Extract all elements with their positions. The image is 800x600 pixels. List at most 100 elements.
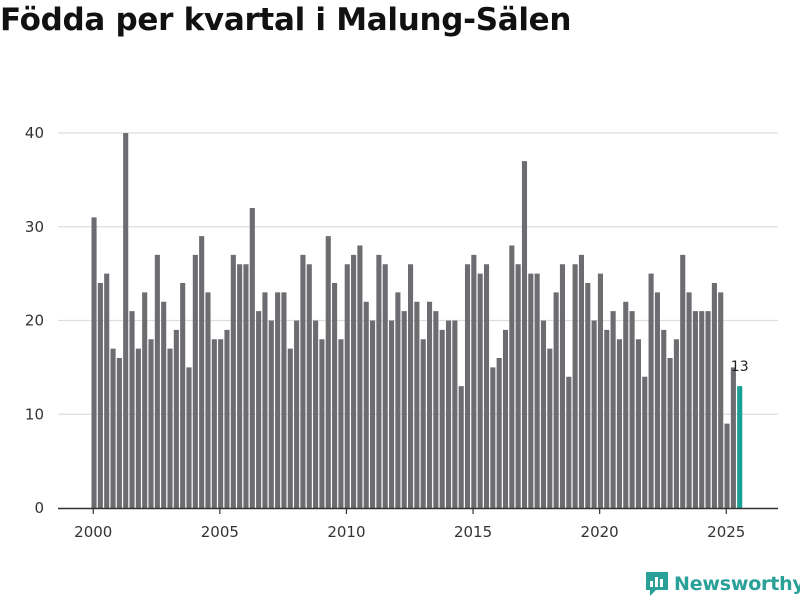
bar (142, 292, 148, 508)
bar (313, 320, 319, 508)
bar (414, 301, 420, 508)
bar (648, 273, 654, 508)
bar (230, 254, 236, 508)
bar (167, 348, 173, 508)
bar (332, 283, 338, 508)
y-tick-label: 40 (25, 124, 44, 142)
bar (635, 339, 641, 508)
bar (521, 161, 528, 508)
bar (490, 367, 496, 508)
bar (642, 376, 648, 508)
bar (363, 301, 369, 508)
bar (509, 245, 515, 508)
bar (711, 283, 717, 508)
bar (483, 264, 490, 508)
bar (262, 292, 268, 508)
bar (610, 311, 616, 508)
bar (351, 254, 357, 508)
x-tick-label: 2010 (327, 523, 365, 541)
bar (275, 292, 281, 508)
bar (673, 339, 679, 508)
bar (116, 358, 122, 508)
bar (91, 217, 97, 508)
bar (718, 292, 724, 508)
bar (192, 254, 198, 508)
bar (686, 292, 692, 508)
newsworthy-logo-icon (646, 572, 668, 596)
bar (699, 311, 705, 508)
bar (319, 339, 325, 508)
bar (357, 245, 363, 508)
bar (281, 292, 287, 508)
bar (591, 320, 597, 508)
bar (129, 311, 135, 508)
bar (344, 264, 350, 508)
newsworthy-logo: Newsworthy (644, 570, 800, 598)
bar (294, 320, 300, 508)
bar (154, 254, 160, 508)
bar (268, 320, 274, 508)
x-tick-label: 2000 (74, 523, 112, 541)
bar (243, 264, 249, 508)
bar (256, 311, 262, 508)
bar (540, 320, 547, 508)
bar (572, 264, 578, 508)
bar (199, 236, 205, 508)
x-tick-label: 2015 (454, 523, 492, 541)
bar (534, 273, 540, 508)
bar (237, 264, 243, 508)
bar (445, 320, 452, 508)
bar (705, 311, 711, 508)
x-tick-label: 2025 (707, 523, 745, 541)
bar (426, 301, 433, 508)
bar (566, 376, 572, 508)
bar (123, 133, 129, 508)
bar (401, 311, 407, 508)
brand-name: Newsworthy (674, 573, 800, 595)
y-tick-label: 10 (25, 405, 44, 423)
bar (161, 301, 167, 508)
bar (148, 339, 154, 508)
bar (464, 264, 471, 508)
bar (376, 254, 382, 508)
bar (553, 292, 559, 508)
x-tick-label: 2005 (201, 523, 239, 541)
bar (224, 329, 230, 508)
bar (420, 339, 426, 508)
bar (597, 273, 603, 508)
bar (395, 292, 401, 508)
bar-highlight (737, 386, 743, 508)
bar (502, 329, 509, 508)
bar (287, 348, 293, 508)
bars (91, 133, 743, 508)
bar (180, 283, 186, 508)
bar (654, 292, 660, 508)
bar (173, 329, 179, 508)
bar (559, 264, 566, 508)
bar (629, 311, 635, 508)
bar (515, 264, 521, 508)
bar (604, 329, 610, 508)
bar (471, 254, 477, 508)
bar (408, 264, 414, 508)
bar (477, 273, 483, 508)
bar (211, 339, 217, 508)
bar (724, 423, 730, 508)
bar (325, 236, 331, 508)
bar (249, 208, 255, 508)
bar (300, 254, 306, 508)
data-label: 13 (731, 359, 749, 375)
bar (667, 358, 673, 508)
bar (218, 339, 224, 508)
bar (433, 311, 439, 508)
y-tick-label: 20 (25, 312, 44, 330)
bar (452, 320, 458, 508)
bar (528, 273, 534, 508)
y-tick-label: 30 (25, 218, 44, 236)
bar (97, 283, 103, 508)
bar (616, 339, 622, 508)
y-tick-label: 0 (34, 499, 44, 517)
bar (370, 320, 376, 508)
x-tick-label: 2020 (581, 523, 619, 541)
